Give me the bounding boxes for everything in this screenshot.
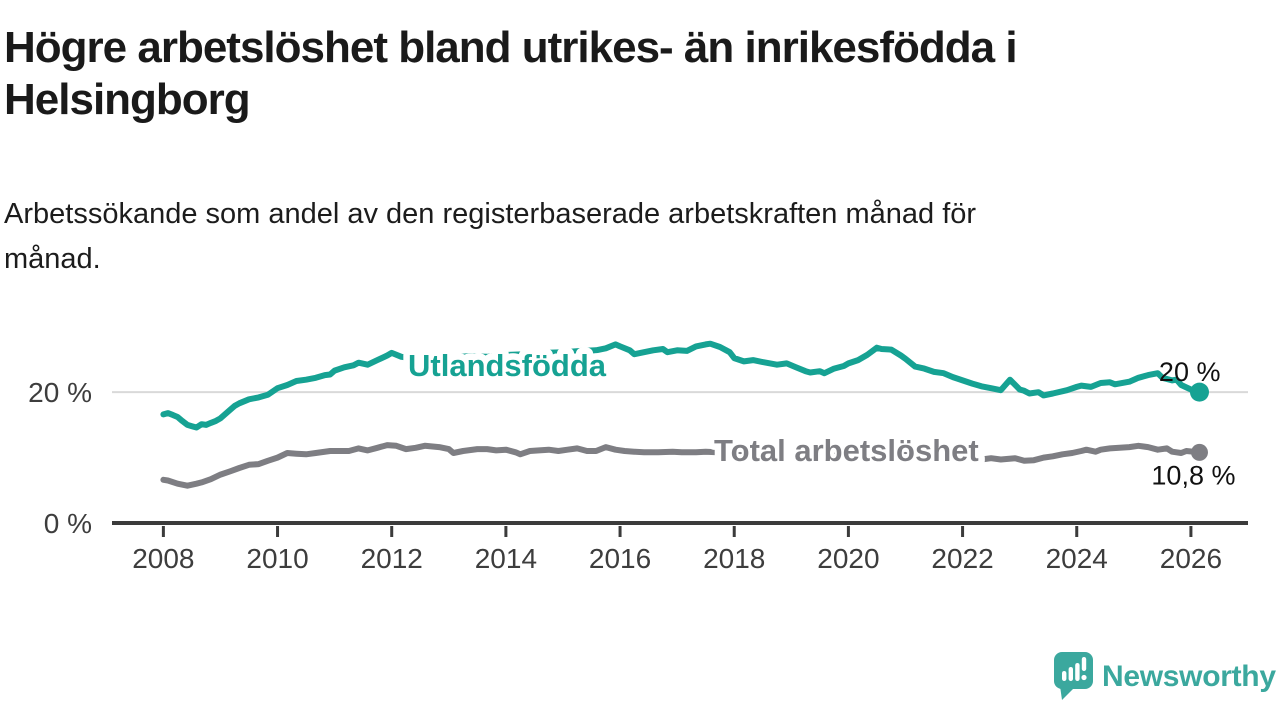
x-tick-label: 2020 — [817, 543, 879, 574]
y-tick-label: 0 % — [44, 508, 92, 539]
end-dot-total — [1190, 443, 1208, 461]
x-tick-label: 2012 — [361, 543, 423, 574]
chart-subtitle-line1: Arbetssökande som andel av den registerb… — [4, 198, 977, 230]
x-tick-label: 2022 — [931, 543, 993, 574]
end-label-utlandsfodda: 20 % — [1159, 357, 1221, 387]
page-title-line1: Högre arbetslöshet bland utrikes- än inr… — [4, 23, 1018, 72]
x-tick-label: 2014 — [475, 543, 537, 574]
x-tick-label: 2026 — [1160, 543, 1222, 574]
x-tick-label: 2010 — [246, 543, 308, 574]
x-tick-label: 2008 — [132, 543, 194, 574]
series-line-total — [160, 442, 1203, 489]
newsworthy-logo-text: Newsworthy — [1102, 660, 1276, 693]
x-tick-label: 2016 — [589, 543, 651, 574]
series-label-total: Total arbetslöshet — [714, 433, 979, 468]
page-title-line2: Helsingborg — [4, 75, 251, 124]
end-label-total: 10,8 % — [1151, 460, 1235, 490]
series-line-utlandsfodda — [160, 340, 1203, 431]
x-tick-label: 2024 — [1046, 543, 1108, 574]
page-title: Högre arbetslöshet bland utrikes- än inr… — [4, 22, 1184, 126]
chart-subtitle-line2: månad. — [4, 243, 101, 275]
chart-subtitle: Arbetssökande som andel av den registerb… — [4, 192, 1204, 282]
x-tick-label: 2018 — [703, 543, 765, 574]
y-tick-label: 20 % — [28, 377, 92, 408]
end-dot-utlandsfodda — [1189, 382, 1209, 402]
newsworthy-logo-icon — [1054, 652, 1093, 700]
newsworthy-logo: Newsworthy — [1050, 646, 1280, 706]
series-label-utlandsfodda: Utlandsfödda — [408, 348, 607, 383]
